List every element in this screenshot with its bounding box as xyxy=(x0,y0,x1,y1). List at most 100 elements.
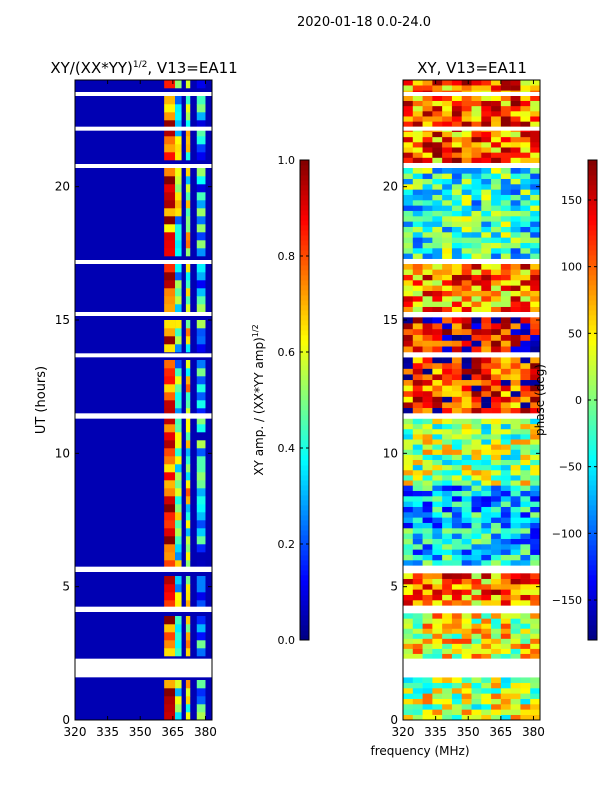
amp-channel-cell xyxy=(175,224,182,233)
phase-cell xyxy=(432,111,443,117)
phase-cell xyxy=(442,682,453,689)
phase-cell xyxy=(510,653,521,659)
phase-cell xyxy=(481,253,492,259)
phase-cell xyxy=(432,147,443,153)
amp-channel-cell xyxy=(196,576,206,585)
phase-cell xyxy=(500,237,511,243)
phase-cell xyxy=(432,95,443,101)
phase-cell xyxy=(451,131,463,138)
phase-cell xyxy=(422,334,433,341)
phase-cell xyxy=(461,80,472,86)
phase-cell xyxy=(471,296,482,302)
phase-cell xyxy=(451,584,463,590)
phase-cell xyxy=(530,464,541,471)
amp-colorbar-step xyxy=(300,215,309,221)
amp-channel-cell xyxy=(185,112,191,121)
phase-cell xyxy=(403,402,414,409)
amp-channel-cell xyxy=(185,96,191,105)
amp-colorbar-step xyxy=(300,165,309,171)
phase-colorbar-step xyxy=(588,600,597,606)
phase-colorbar-tick-label: −50 xyxy=(559,461,582,474)
phase-cell xyxy=(461,688,472,694)
phase-cell xyxy=(442,439,453,445)
amp-colorbar-step xyxy=(300,230,309,236)
phase-cell xyxy=(461,549,472,555)
phase-colorbar-step xyxy=(588,170,597,176)
phase-colorbar-step xyxy=(588,505,597,511)
phase-cell xyxy=(422,200,433,206)
phase-cell xyxy=(403,237,414,243)
amp-colorbar-step xyxy=(300,180,309,186)
phase-cell xyxy=(510,501,521,507)
phase-cell xyxy=(432,226,443,233)
phase-cell xyxy=(491,80,502,86)
phase-cell xyxy=(530,423,541,430)
amp-channel-cell xyxy=(196,520,206,529)
amp-channel-cell xyxy=(196,320,206,329)
phase-cell xyxy=(412,264,423,270)
phase-cell xyxy=(451,237,463,243)
phase-cell xyxy=(412,237,423,243)
amp-channel-cell xyxy=(164,368,176,377)
phase-cell xyxy=(520,396,531,403)
phase-cell xyxy=(471,323,482,330)
phase-cell xyxy=(530,274,541,281)
phase-cell xyxy=(432,346,443,353)
phase-cell xyxy=(530,594,541,601)
phase-cell xyxy=(481,168,492,174)
phase-cell xyxy=(520,285,531,291)
amp-channel-cell xyxy=(175,336,182,345)
phase-cell xyxy=(412,368,423,375)
phase-cell xyxy=(442,698,453,705)
amp-channel-cell xyxy=(185,592,191,601)
phase-cell xyxy=(461,693,472,699)
phase-cell xyxy=(520,200,531,206)
phase-cell xyxy=(471,85,482,91)
amp-channel-cell xyxy=(185,448,191,457)
amp-channel-cell xyxy=(164,400,176,409)
phase-cell xyxy=(481,346,492,353)
amp-colorbar-step xyxy=(300,560,309,566)
amp-colorbar-step xyxy=(300,435,309,441)
phase-cell xyxy=(500,121,511,127)
phase-cell xyxy=(510,459,521,466)
phase-cell xyxy=(442,379,453,386)
phase-cell xyxy=(471,194,482,201)
phase-cell xyxy=(432,698,443,705)
amp-channel-cell xyxy=(164,536,176,545)
phase-cell xyxy=(432,693,443,699)
phase-cell xyxy=(520,385,531,392)
phase-cell xyxy=(520,357,531,364)
amp-channel-cell xyxy=(196,616,206,625)
phase-colorbar-step xyxy=(588,465,597,471)
phase-cell xyxy=(491,554,502,561)
phase-cell xyxy=(530,242,541,249)
amp-channel-cell xyxy=(185,224,191,233)
phase-cell xyxy=(451,475,463,481)
phase-cell xyxy=(520,653,531,659)
phase-cell xyxy=(432,253,443,259)
phase-colorbar-step xyxy=(588,605,597,611)
phase-cell xyxy=(510,274,521,281)
phase-colorbar-step xyxy=(588,175,597,181)
amp-channel-cell xyxy=(164,632,176,641)
phase-cell xyxy=(520,418,531,425)
phase-cell xyxy=(510,594,521,601)
amp-colorbar-step xyxy=(300,170,309,176)
phase-cell xyxy=(461,194,472,201)
phase-cell xyxy=(442,544,453,550)
amp-channel-cell xyxy=(175,464,182,473)
phase-y-tick-label: 10 xyxy=(383,446,398,460)
phase-cell xyxy=(442,285,453,291)
phase-cell xyxy=(481,594,492,601)
amp-channel-cell xyxy=(175,232,182,241)
phase-cell xyxy=(471,189,482,195)
phase-cell xyxy=(403,549,414,555)
phase-flagged-band xyxy=(403,606,540,612)
phase-cell xyxy=(403,100,414,107)
amp-channel-cell xyxy=(185,368,191,377)
phase-cell xyxy=(422,538,433,545)
phase-cell xyxy=(520,480,531,486)
phase-cell xyxy=(422,469,433,476)
phase-cell xyxy=(412,459,423,466)
